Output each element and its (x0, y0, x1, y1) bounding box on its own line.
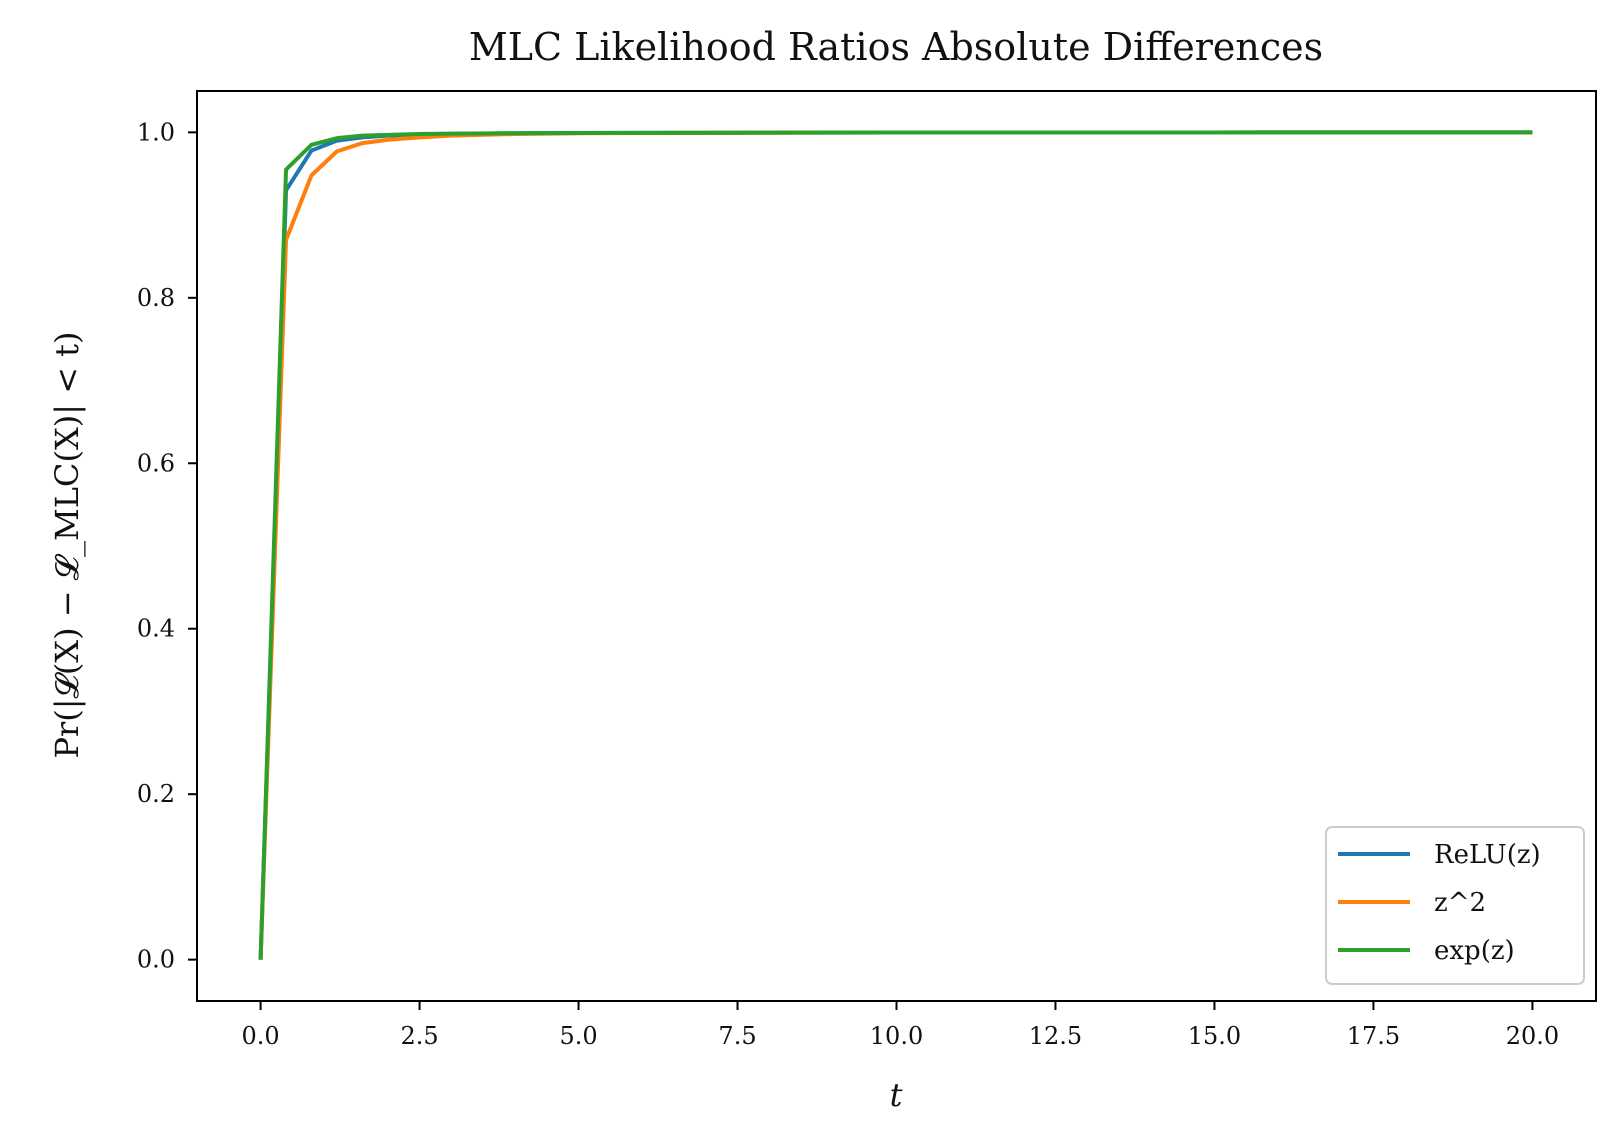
x-tick-label: 17.5 (1347, 1022, 1400, 1050)
series-lines (258, 130, 1533, 960)
y-tick-label: 1.0 (137, 118, 175, 146)
x-tick-label: 2.5 (400, 1022, 438, 1050)
y-tick-label: 0.6 (137, 449, 175, 477)
y-tick-label: 0.2 (137, 780, 175, 808)
y-tick-label: 0.4 (137, 615, 175, 643)
legend-label: ReLU(z) (1434, 840, 1541, 870)
y-axis-label: Pr(|𝓛(X) − 𝓛_MLC(X)| < t) (48, 331, 86, 758)
x-tick-label: 15.0 (1188, 1022, 1241, 1050)
x-tick-label: 0.0 (242, 1022, 280, 1050)
legend-label: exp(z) (1434, 936, 1515, 966)
legend-entries: ReLU(z) z^2 exp(z) (1338, 840, 1541, 966)
legend: ReLU(z) z^2 exp(z) (1325, 826, 1585, 985)
x-axis-ticks: 0.0 2.5 5.0 7.5 10.0 12.5 15.0 17.5 20.0 (242, 1001, 1559, 1050)
chart-title: MLC Likelihood Ratios Absolute Differenc… (469, 25, 1323, 69)
legend-box (1325, 826, 1585, 985)
y-tick-label: 0.0 (137, 946, 175, 974)
x-tick-label: 7.5 (718, 1022, 756, 1050)
x-tick-label: 5.0 (559, 1022, 597, 1050)
series-line-exp-z (258, 130, 1533, 960)
x-tick-label: 10.0 (870, 1022, 923, 1050)
x-tick-label: 12.5 (1029, 1022, 1082, 1050)
y-axis-ticks: 0.0 0.2 0.4 0.6 0.8 1.0 (137, 118, 197, 974)
legend-label: z^2 (1434, 888, 1486, 918)
y-tick-label: 0.8 (137, 284, 175, 312)
x-tick-label: 20.0 (1506, 1022, 1559, 1050)
x-axis-label: t (890, 1076, 903, 1114)
